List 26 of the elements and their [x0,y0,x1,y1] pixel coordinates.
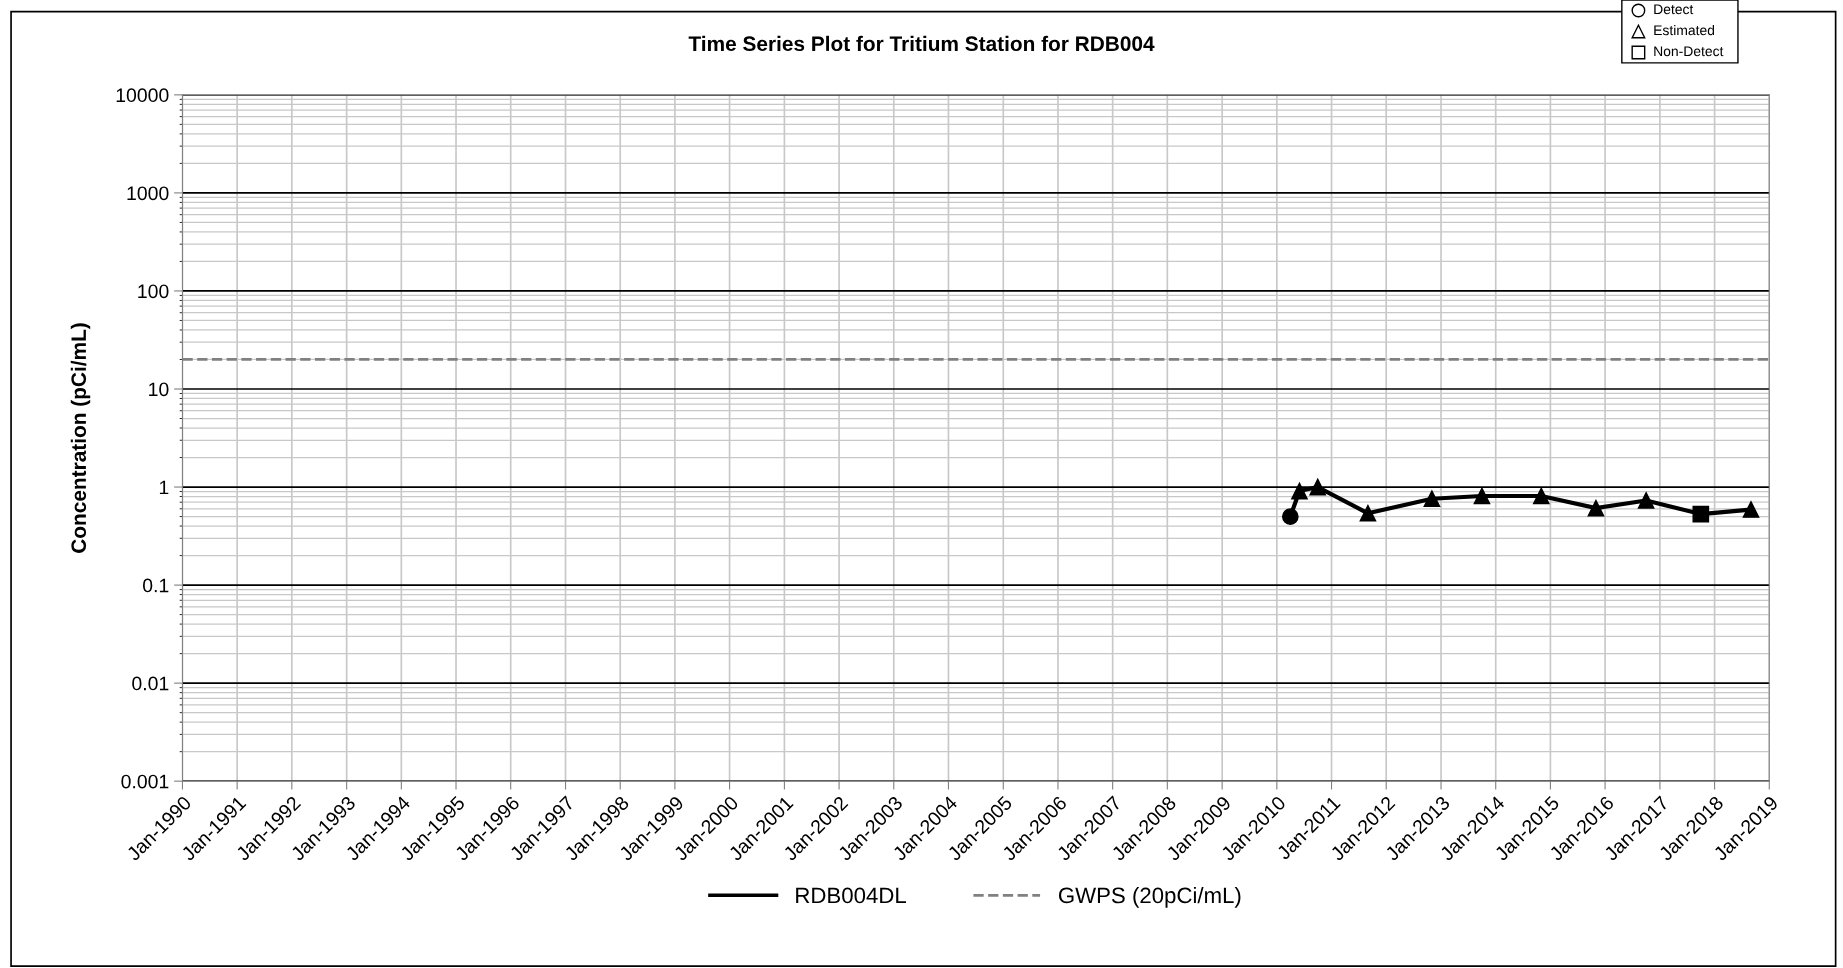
text: Estimated [1654,24,1715,36]
y-axis-title: Concentration (pCi/mL) [70,323,91,553]
point [1742,501,1760,518]
legend-label: RDB004DL [796,887,907,904]
text: Non-Detect [1654,46,1724,57]
legend-label: GWPS (20pCi/mL) [1058,886,1241,908]
text: Detect [1654,4,1694,15]
point [1291,482,1308,500]
point [1281,508,1299,525]
y-tick-label: 10000 [116,88,169,103]
point [1359,504,1377,522]
point [1532,487,1550,505]
point [1587,499,1605,517]
chart-title: Time Series Plot for Tritium Station for RDB004 [688,35,1155,52]
y-tick-label: 1000 [127,186,169,201]
y-tick-label: 0.001 [121,774,169,789]
point [1473,487,1491,505]
y-tick-label: 100 [138,284,169,299]
point [1309,478,1327,496]
y-tick-label: 10 [149,382,169,397]
point [1692,505,1710,523]
point [1423,490,1441,508]
y-tick-label: 1 [159,480,169,495]
point [1637,492,1655,509]
y-tick-label: 0.1 [142,578,169,593]
y-tick-label: 0.01 [132,676,169,691]
